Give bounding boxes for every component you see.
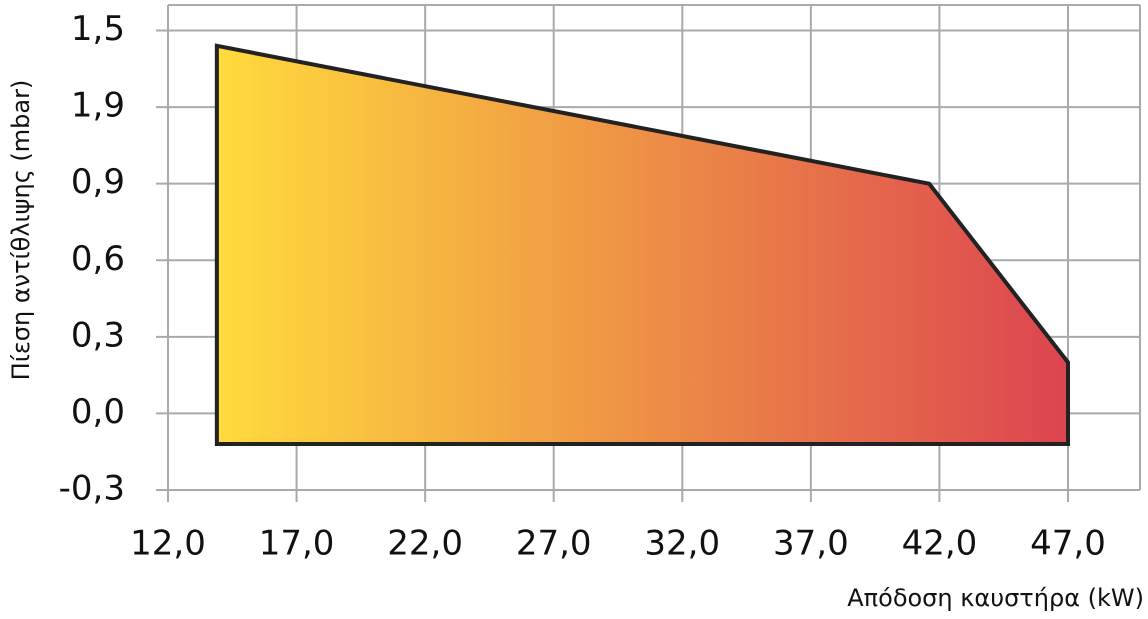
y-axis-title: Πίεση αντίθλιψης (mbar) — [7, 80, 35, 381]
y-tick-label: 1,9 — [71, 86, 125, 126]
y-tick-label: -0,3 — [59, 469, 125, 509]
y-tick-label: 0,3 — [71, 315, 125, 355]
x-axis-title: Απόδοση καυστήρα (kW) — [847, 584, 1144, 612]
y-tick-label: 0,6 — [71, 239, 125, 279]
x-tick-label: 22,0 — [387, 524, 463, 564]
area — [214, 43, 1070, 447]
x-tick-label: 32,0 — [644, 524, 720, 564]
x-tick-label: 12,0 — [130, 524, 206, 564]
y-tick-label: 0,9 — [71, 162, 125, 202]
x-tick-label: 27,0 — [516, 524, 592, 564]
y-tick-label: 1,5 — [71, 9, 125, 49]
x-tick-label: 37,0 — [773, 524, 849, 564]
x-tick-label: 42,0 — [902, 524, 978, 564]
x-tick-label: 47,0 — [1030, 524, 1106, 564]
y-tick-label: 0,0 — [71, 392, 125, 432]
x-tick-label: 17,0 — [259, 524, 335, 564]
